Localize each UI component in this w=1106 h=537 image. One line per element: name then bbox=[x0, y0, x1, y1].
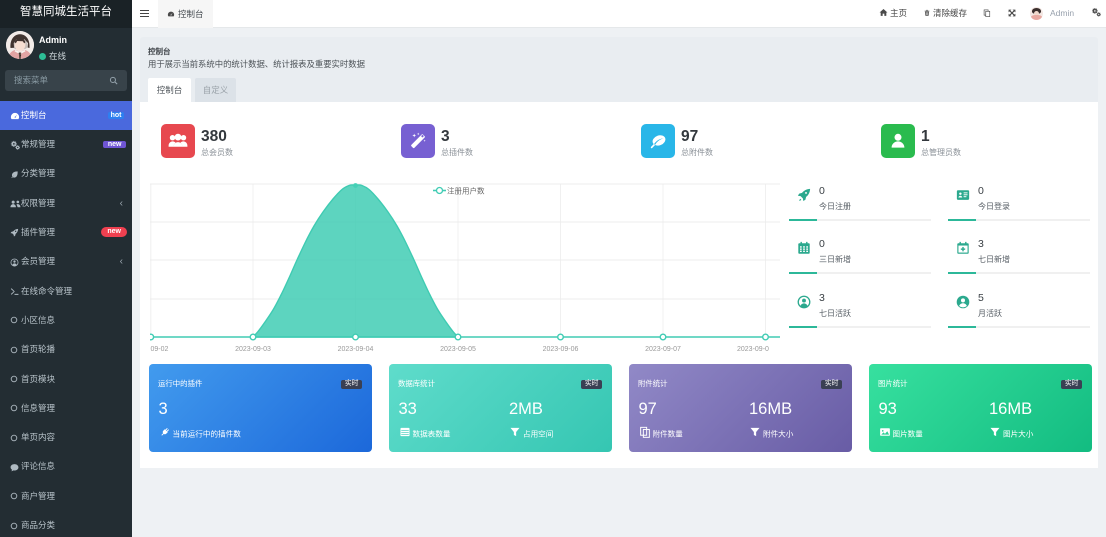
svg-text:2023-09-03: 2023-09-03 bbox=[235, 346, 271, 353]
svg-text:2023-09-06: 2023-09-06 bbox=[543, 346, 579, 353]
svg-text:2023-09-07: 2023-09-07 bbox=[645, 346, 681, 353]
svg-text:09-02: 09-02 bbox=[151, 346, 169, 353]
svg-text:2023-09-04: 2023-09-04 bbox=[338, 346, 374, 353]
svg-text:2023-09-0: 2023-09-0 bbox=[737, 346, 769, 353]
svg-text:2023-09-05: 2023-09-05 bbox=[440, 346, 476, 353]
svg-text:注册用户数: 注册用户数 bbox=[447, 185, 485, 195]
